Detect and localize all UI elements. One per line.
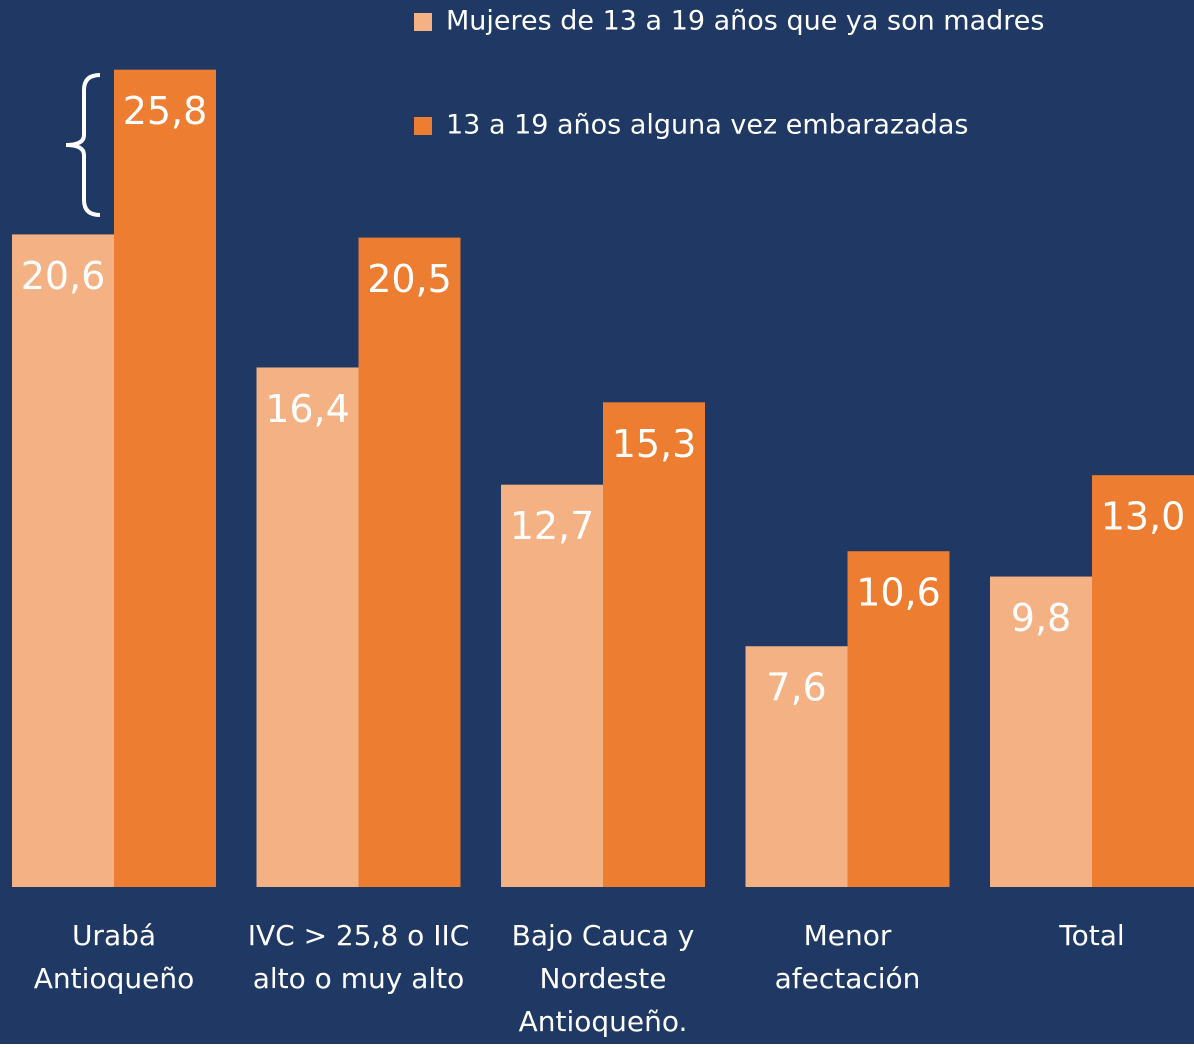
value-label: 16,4 [265,387,350,431]
bracket [65,73,101,217]
value-label: 15,3 [612,422,697,466]
x-tick-label: Urabá [72,919,156,952]
bar [990,576,1092,887]
x-tick-label: Antioqueño [34,962,194,995]
bar [114,69,216,887]
value-label: 13,0 [1101,495,1186,539]
value-label: 25,8 [123,89,208,133]
x-tick-label: Nordeste [540,962,667,995]
legend-swatch [414,117,432,135]
value-label: 7,6 [766,666,826,710]
value-label: 9,8 [1011,596,1071,640]
bar [256,367,359,887]
bar [745,646,848,887]
legend-label: Mujeres de 13 a 19 años que ya son madre… [446,6,1044,37]
value-label: 20,5 [367,257,452,301]
x-tick-label: Total [1058,919,1124,952]
x-tick-label: alto o muy alto [253,962,465,995]
legend-swatch [414,13,432,31]
bar [358,237,461,887]
x-tick-label: Menor [804,919,892,952]
x-tick-label: afectación [775,962,921,995]
legend-label: 13 a 19 años alguna vez embarazadas [446,110,968,141]
bar [847,551,950,887]
value-label: 12,7 [510,504,595,548]
value-label: 10,6 [856,571,941,615]
x-tick-label: IVC > 25,8 o IIC [248,919,470,952]
value-label: 20,6 [21,254,106,298]
bar [603,402,705,887]
x-tick-label: Antioqueño. [519,1005,688,1038]
x-tick-label: Bajo Cauca y [512,919,695,952]
bar [12,234,114,887]
bar [1092,475,1194,887]
bar [501,484,603,887]
